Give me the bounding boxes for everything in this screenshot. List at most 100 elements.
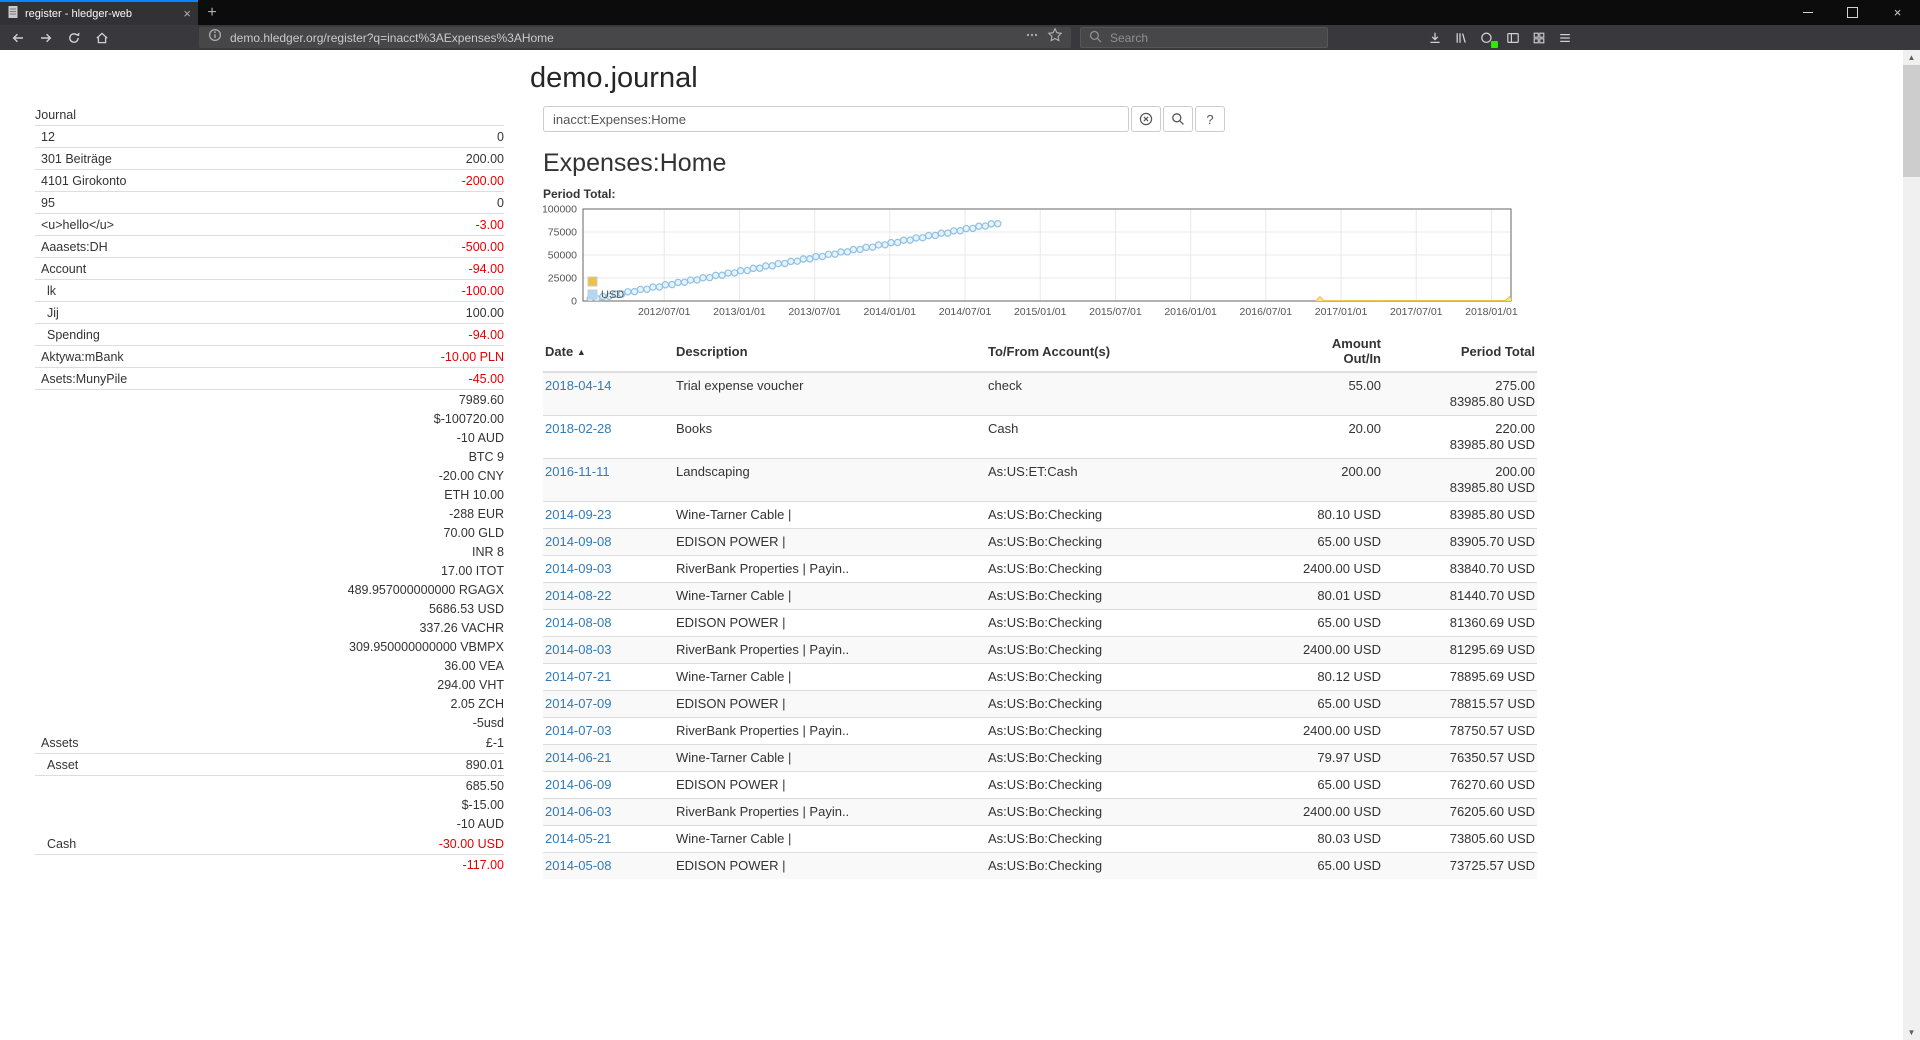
- period-total-cell: 78815.57 USD: [1383, 691, 1537, 718]
- transaction-date-link[interactable]: 2018-04-14: [545, 378, 612, 393]
- register-row[interactable]: 2014-09-08EDISON POWER |As:US:Bo:Checkin…: [543, 529, 1537, 556]
- query-input[interactable]: [543, 106, 1129, 132]
- register-row[interactable]: 2014-09-23Wine-Tarner Cable |As:US:Bo:Ch…: [543, 502, 1537, 529]
- transaction-date-link[interactable]: 2016-11-11: [545, 464, 610, 479]
- register-row[interactable]: 2014-06-21Wine-Tarner Cable |As:US:Bo:Ch…: [543, 745, 1537, 772]
- account-name[interactable]: 95: [35, 196, 55, 210]
- scrollbar-thumb[interactable]: [1903, 65, 1920, 177]
- svg-text:USD: USD: [601, 289, 624, 301]
- transaction-description: RiverBank Properties | Payin..: [674, 556, 986, 583]
- register-row[interactable]: 2014-07-03RiverBank Properties | Payin..…: [543, 718, 1537, 745]
- account-name[interactable]: Spending: [35, 328, 100, 342]
- column-header-amount[interactable]: Amount Out/In: [1296, 331, 1383, 372]
- transaction-date-link[interactable]: 2014-09-08: [545, 534, 612, 549]
- url-text[interactable]: demo.hledger.org/register?q=inacct%3AExp…: [230, 31, 1017, 45]
- column-header-period-total[interactable]: Period Total: [1383, 331, 1537, 372]
- transaction-date-link[interactable]: 2014-05-08: [545, 858, 612, 873]
- transaction-date-link[interactable]: 2014-09-03: [545, 561, 612, 576]
- forward-button[interactable]: [33, 27, 59, 49]
- account-name[interactable]: Aktywa:mBank: [35, 350, 124, 364]
- account-name[interactable]: <u>hello</u>: [35, 218, 114, 232]
- account-name[interactable]: Cash: [35, 837, 76, 851]
- journal-link[interactable]: Journal: [35, 108, 76, 122]
- register-row[interactable]: 2014-05-08EDISON POWER |As:US:Bo:Checkin…: [543, 853, 1537, 880]
- account-name[interactable]: Asets:MunyPile: [35, 372, 127, 386]
- search-submit-button[interactable]: [1163, 106, 1193, 132]
- transaction-date-link[interactable]: 2014-07-03: [545, 723, 612, 738]
- help-button[interactable]: ?: [1195, 106, 1225, 132]
- register-body: 2018-04-14Trial expense vouchercheck55.0…: [543, 372, 1537, 879]
- new-tab-button[interactable]: +: [198, 0, 226, 25]
- register-row[interactable]: 2018-04-14Trial expense vouchercheck55.0…: [543, 372, 1537, 416]
- register-row[interactable]: 2014-08-22Wine-Tarner Cable |As:US:Bo:Ch…: [543, 583, 1537, 610]
- clear-query-button[interactable]: [1131, 106, 1161, 132]
- downloads-button[interactable]: [1427, 30, 1443, 46]
- transaction-date-link[interactable]: 2014-07-09: [545, 696, 612, 711]
- sidebars-button[interactable]: [1505, 30, 1521, 46]
- transaction-date-link[interactable]: 2014-09-23: [545, 507, 612, 522]
- transaction-account: As:US:Bo:Checking: [986, 799, 1296, 826]
- transaction-date-link[interactable]: 2014-06-03: [545, 804, 612, 819]
- browser-tab[interactable]: register - hledger-web ×: [0, 0, 198, 25]
- browser-navbar: demo.hledger.org/register?q=inacct%3AExp…: [0, 25, 1920, 50]
- account-name[interactable]: Account: [35, 262, 86, 276]
- register-row[interactable]: 2018-02-28BooksCash20.00220.0083985.80 U…: [543, 416, 1537, 459]
- account-balance: 7989.60: [459, 393, 504, 407]
- back-button[interactable]: [5, 27, 31, 49]
- browser-search[interactable]: Search: [1080, 27, 1328, 48]
- column-header-account[interactable]: To/From Account(s): [986, 331, 1296, 372]
- period-total-line: 83985.80 USD: [1385, 480, 1535, 496]
- transaction-date-link[interactable]: 2018-02-28: [545, 421, 612, 436]
- maximize-button[interactable]: [1830, 0, 1875, 25]
- site-info-icon[interactable]: [207, 27, 223, 48]
- bookmark-star-icon[interactable]: [1047, 27, 1063, 48]
- column-header-description[interactable]: Description: [674, 331, 986, 372]
- transaction-date-link[interactable]: 2014-07-21: [545, 669, 612, 684]
- extension-button[interactable]: [1479, 30, 1495, 46]
- account-name[interactable]: lk: [35, 284, 56, 298]
- register-row[interactable]: 2014-05-21Wine-Tarner Cable |As:US:Bo:Ch…: [543, 826, 1537, 853]
- transaction-date-link[interactable]: 2014-06-09: [545, 777, 612, 792]
- transaction-date-link[interactable]: 2014-06-21: [545, 750, 612, 765]
- library-button[interactable]: [1453, 30, 1469, 46]
- period-total-line: 81440.70 USD: [1385, 588, 1535, 604]
- screenshots-grid-button[interactable]: [1531, 30, 1547, 46]
- transaction-date-link[interactable]: 2014-05-21: [545, 831, 612, 846]
- reload-button[interactable]: [61, 27, 87, 49]
- transaction-date-link[interactable]: 2014-08-08: [545, 615, 612, 630]
- account-name[interactable]: Assets: [35, 736, 79, 750]
- transaction-date-link[interactable]: 2014-08-03: [545, 642, 612, 657]
- scroll-up-icon[interactable]: ▲: [1903, 50, 1920, 65]
- account-row: 7989.60: [35, 390, 504, 409]
- url-bar[interactable]: demo.hledger.org/register?q=inacct%3AExp…: [199, 27, 1071, 48]
- account-name[interactable]: Jij: [35, 306, 59, 320]
- tab-close-icon[interactable]: ×: [183, 7, 191, 20]
- account-name[interactable]: Asset: [35, 758, 78, 772]
- transaction-amount: 55.00: [1296, 372, 1383, 416]
- register-row[interactable]: 2014-06-09EDISON POWER |As:US:Bo:Checkin…: [543, 772, 1537, 799]
- register-row[interactable]: 2014-07-21Wine-Tarner Cable |As:US:Bo:Ch…: [543, 664, 1537, 691]
- account-name[interactable]: 4101 Girokonto: [35, 174, 126, 188]
- page-actions-icon[interactable]: [1024, 27, 1040, 48]
- register-row[interactable]: 2014-07-09EDISON POWER |As:US:Bo:Checkin…: [543, 691, 1537, 718]
- column-header-date[interactable]: Date ▲: [543, 331, 674, 372]
- register-row[interactable]: 2014-08-08EDISON POWER |As:US:Bo:Checkin…: [543, 610, 1537, 637]
- close-button[interactable]: ×: [1875, 0, 1920, 25]
- sidebar-panel-icon: [1505, 30, 1521, 46]
- scroll-down-icon[interactable]: ▼: [1903, 1025, 1920, 1040]
- minimize-button[interactable]: [1785, 0, 1830, 25]
- transaction-amount: 2400.00 USD: [1296, 556, 1383, 583]
- account-name[interactable]: 301 Beiträge: [35, 152, 112, 166]
- register-row[interactable]: 2016-11-11LandscapingAs:US:ET:Cash200.00…: [543, 459, 1537, 502]
- register-main: ? Expenses:Home Period Total: 0250005000…: [543, 106, 1537, 879]
- menu-button[interactable]: [1557, 30, 1573, 46]
- account-name[interactable]: 12: [35, 130, 55, 144]
- transaction-date-link[interactable]: 2014-08-22: [545, 588, 612, 603]
- register-row[interactable]: 2014-06-03RiverBank Properties | Payin..…: [543, 799, 1537, 826]
- register-row[interactable]: 2014-09-03 RiverBank Properties | Payin..…: [543, 556, 1537, 583]
- account-name[interactable]: Aaasets:DH: [35, 240, 108, 254]
- register-row[interactable]: 2014-08-03RiverBank Properties | Payin..…: [543, 637, 1537, 664]
- home-button[interactable]: [89, 27, 115, 49]
- account-balance: 309.950000000000 VBMPX: [349, 640, 504, 654]
- page-scrollbar[interactable]: ▲ ▼: [1903, 50, 1920, 1040]
